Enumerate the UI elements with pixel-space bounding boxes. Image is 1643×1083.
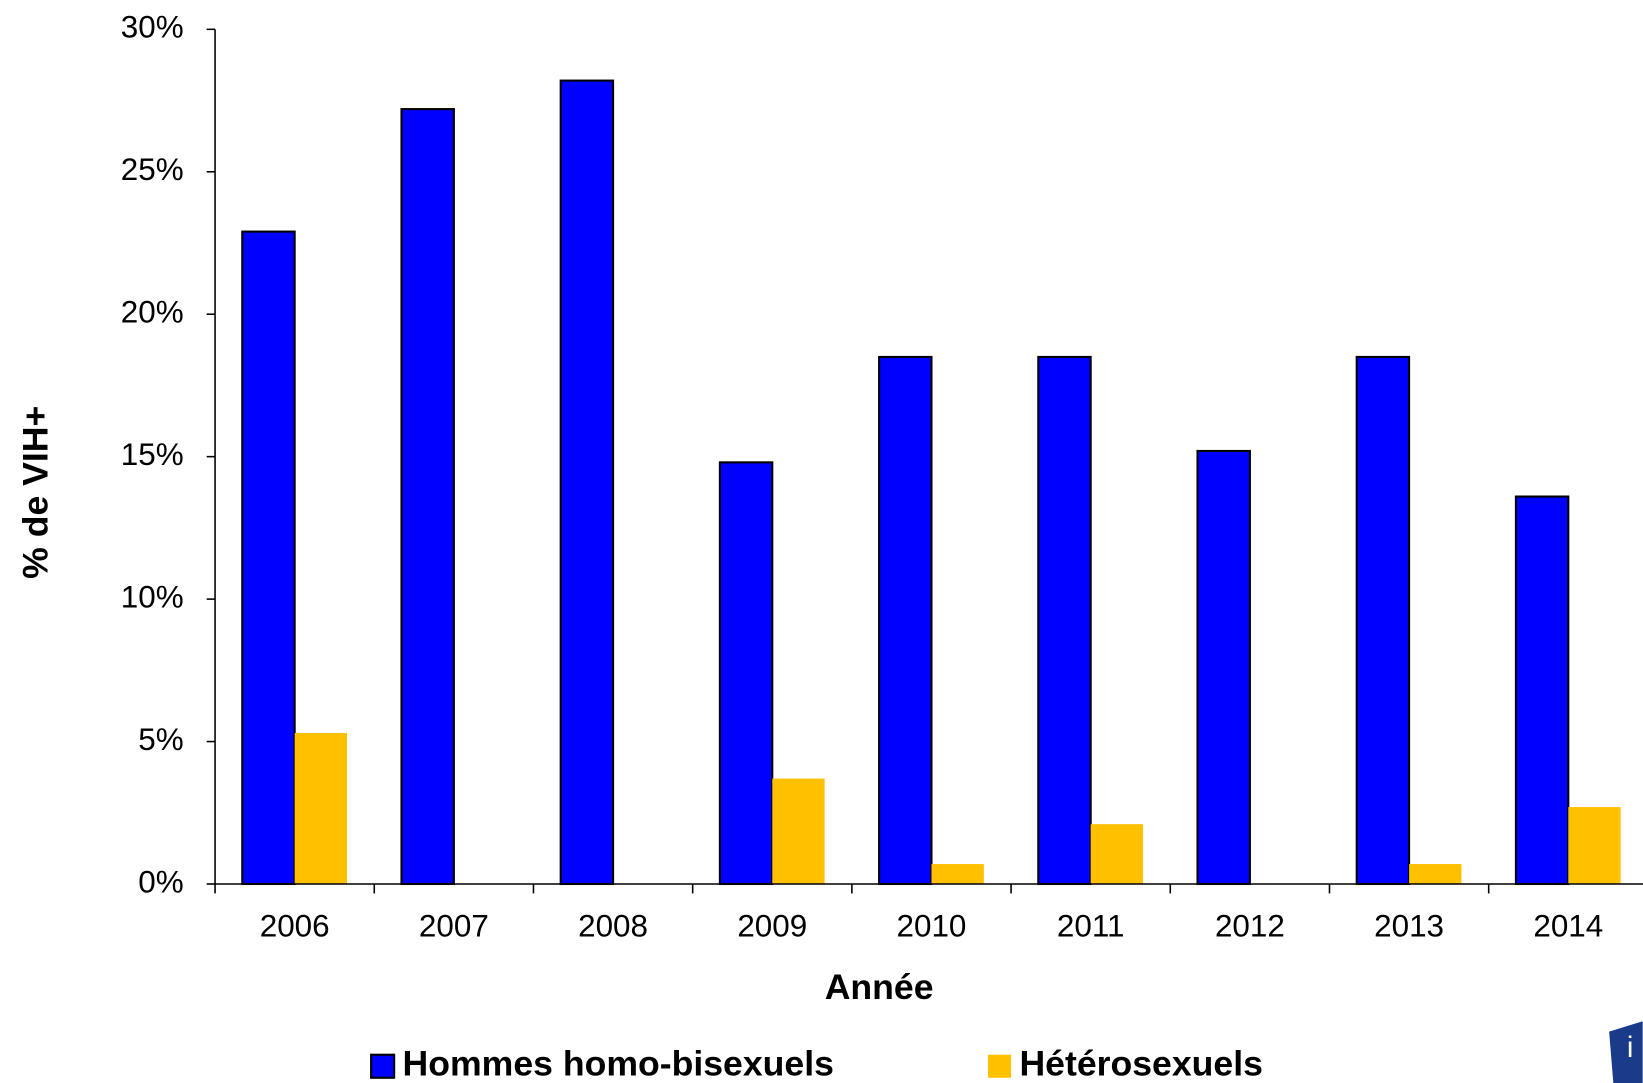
legend-label: Hommes homo-bisexuels	[403, 1044, 834, 1083]
bar	[400, 108, 455, 886]
x-tick-label: 2007	[419, 908, 489, 943]
bar	[294, 733, 348, 884]
logo: i	[1609, 1021, 1643, 1083]
y-tick-label: 25%	[121, 152, 184, 187]
bar	[931, 864, 984, 884]
x-tick-label: 2011	[1057, 908, 1125, 943]
y-tick-label: 30%	[121, 10, 184, 45]
bar	[878, 355, 933, 886]
bar	[1568, 807, 1621, 884]
legend-label: Hétérosexuels	[1019, 1044, 1262, 1083]
y-tick-label: 5%	[138, 722, 183, 757]
x-tick-label: 2012	[1215, 908, 1285, 943]
legend-swatch	[988, 1054, 1012, 1078]
y-axis-title: % de VIH+	[15, 406, 55, 579]
y-tick-label: 20%	[121, 295, 184, 330]
bar	[1037, 355, 1092, 886]
bar	[1090, 824, 1144, 884]
y-tick-label: 0%	[138, 864, 183, 899]
bar	[241, 230, 296, 886]
x-axis-title: Année	[825, 967, 934, 1007]
bar	[1196, 449, 1251, 886]
x-tick-label: 2014	[1533, 908, 1603, 943]
bar	[1409, 864, 1462, 884]
bar	[718, 461, 774, 886]
x-tick-label: 2006	[260, 908, 330, 943]
y-tick-label: 15%	[121, 437, 184, 472]
y-tick-label: 10%	[121, 579, 184, 614]
x-tick-label: 2008	[578, 908, 648, 943]
x-tick-label: 2013	[1374, 908, 1444, 943]
x-tick-label: 2009	[737, 908, 807, 943]
x-tick-label: 2010	[897, 908, 967, 943]
legend-swatch	[370, 1053, 396, 1079]
bar	[1355, 355, 1411, 886]
bar	[772, 778, 825, 884]
svg-text:i: i	[1627, 1031, 1634, 1064]
bar	[559, 79, 615, 886]
bar	[1514, 495, 1570, 886]
